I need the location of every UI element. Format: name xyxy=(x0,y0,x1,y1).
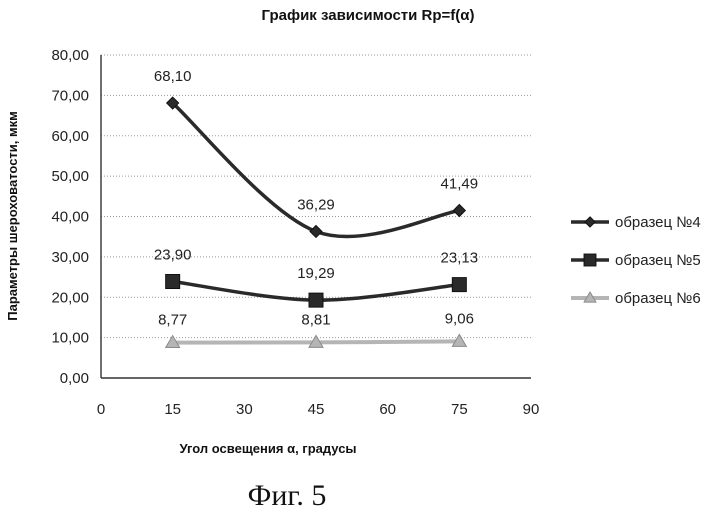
chart-title: График зависимости Rp=f(α) xyxy=(262,7,475,24)
x-tick-label: 15 xyxy=(164,401,181,418)
y-tick-label: 50,00 xyxy=(51,168,89,185)
axes xyxy=(101,55,531,378)
x-tick-label: 60 xyxy=(379,401,396,418)
legend: образец №4 образец №5 образец №6 xyxy=(571,214,701,307)
x-tick-label: 0 xyxy=(97,401,105,418)
data-label: 8,81 xyxy=(301,311,330,328)
x-tick-label: 75 xyxy=(451,401,468,418)
data-label: 19,29 xyxy=(297,265,335,282)
data-point xyxy=(166,275,180,289)
y-tick-label: 40,00 xyxy=(51,209,89,226)
x-tick-label: 90 xyxy=(523,401,540,418)
y-tick-label: 0,00 xyxy=(60,370,89,387)
data-label: 23,90 xyxy=(154,247,192,264)
data-label: 68,10 xyxy=(154,68,192,85)
legend-marker xyxy=(585,217,595,227)
y-axis-label: Параметры шероховатости, мкм xyxy=(5,111,20,320)
y-tick-label: 70,00 xyxy=(51,87,89,104)
data-label: 8,77 xyxy=(158,312,187,329)
x-axis-label: Угол освещения α, градусы xyxy=(179,441,356,456)
figure-caption: Фиг. 5 xyxy=(248,479,327,512)
y-tick-labels: 0,00 10,00 20,00 30,00 40,00 50,00 60,00 70,00 8… xyxy=(51,47,89,387)
data-label: 41,49 xyxy=(441,175,479,192)
data-label: 36,29 xyxy=(297,196,335,213)
legend-label: образец №5 xyxy=(615,252,701,269)
x-tick-labels: 0 15 30 45 60 75 90 xyxy=(97,401,540,418)
data-point xyxy=(453,204,465,216)
data-point xyxy=(310,225,322,237)
y-tick-label: 20,00 xyxy=(51,289,89,306)
data-point xyxy=(452,278,466,292)
y-tick-label: 60,00 xyxy=(51,128,89,145)
x-tick-label: 30 xyxy=(236,401,253,418)
legend-label: образец №4 xyxy=(615,214,701,231)
data-label: 23,13 xyxy=(441,250,479,267)
y-tick-label: 30,00 xyxy=(51,249,89,266)
legend-label: образец №6 xyxy=(615,290,701,307)
legend-marker xyxy=(584,254,596,266)
y-tick-label: 10,00 xyxy=(51,330,89,347)
data-label: 9,06 xyxy=(445,310,474,327)
data-point xyxy=(309,293,323,307)
y-tick-label: 80,00 xyxy=(51,47,89,64)
x-tick-label: 45 xyxy=(308,401,325,418)
